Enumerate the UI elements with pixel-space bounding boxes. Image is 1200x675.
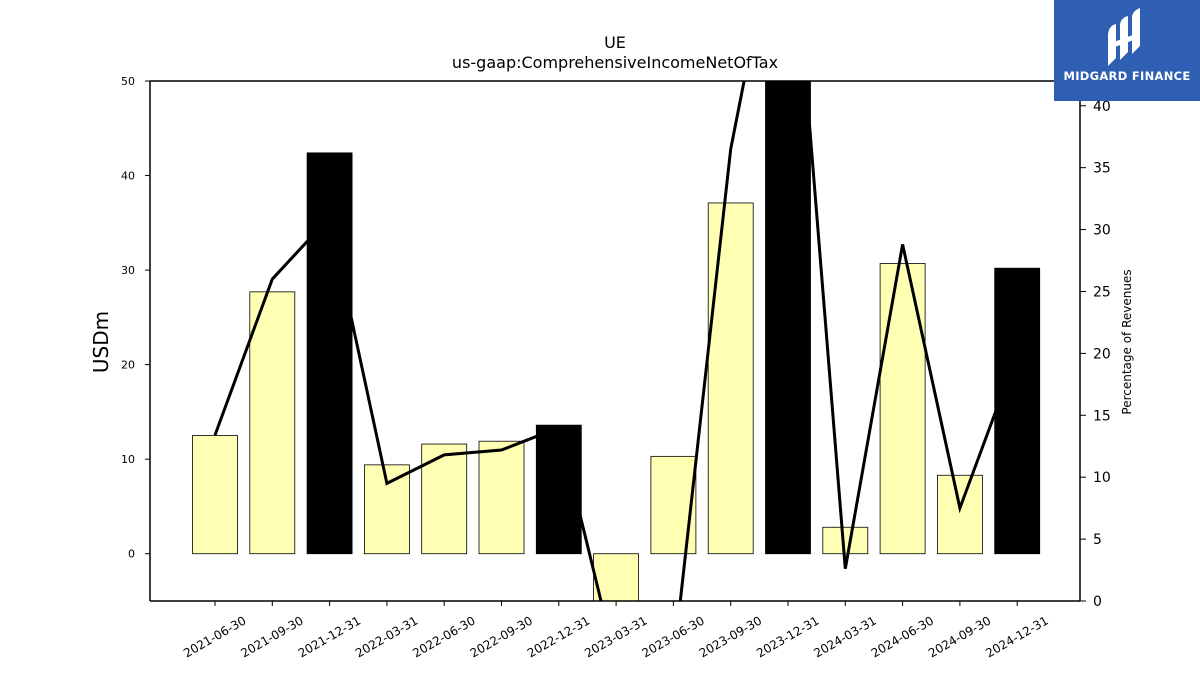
chart-subtitle: us-gaap:ComprehensiveIncomeNetOfTax bbox=[452, 53, 778, 72]
x-tick-label: 2022-12-31 bbox=[525, 613, 592, 660]
y-tick-label: 10 bbox=[121, 453, 135, 466]
y2-tick-label: 0 bbox=[1093, 594, 1102, 610]
line-series bbox=[213, 81, 1019, 601]
y2-tick-label: 10 bbox=[1093, 470, 1111, 486]
bar bbox=[593, 553, 639, 601]
x-tick-label: 2023-03-31 bbox=[582, 613, 649, 660]
bar bbox=[192, 435, 238, 555]
x-tick-label: 2024-12-31 bbox=[983, 613, 1050, 660]
line-path bbox=[213, 81, 1019, 601]
x-tick-label: 2022-09-30 bbox=[468, 613, 535, 660]
y-tick-label: 40 bbox=[121, 170, 135, 183]
y2-axis-ticks: 0 5 10 15 20 25 30 35 40 bbox=[1080, 99, 1111, 610]
bar bbox=[421, 443, 468, 555]
x-tick-label: 2021-12-31 bbox=[296, 613, 363, 660]
x-tick-label: 2024-06-30 bbox=[869, 613, 936, 660]
chart-title: UE bbox=[604, 33, 626, 52]
x-tick-label: 2023-09-30 bbox=[697, 613, 764, 660]
bar bbox=[879, 263, 926, 555]
x-tick-label: 2024-09-30 bbox=[926, 613, 993, 660]
x-tick-label: 2022-06-30 bbox=[410, 613, 477, 660]
y-axis-label: USDm bbox=[89, 311, 113, 373]
bar bbox=[994, 267, 1041, 555]
x-axis-ticks: 2021-06-302021-09-302021-12-312022-03-31… bbox=[181, 601, 1051, 660]
bar bbox=[478, 440, 525, 555]
y2-tick-label: 5 bbox=[1093, 532, 1102, 548]
bar bbox=[765, 81, 811, 555]
y2-tick-label: 35 bbox=[1093, 161, 1111, 177]
bar bbox=[650, 455, 697, 555]
bar bbox=[707, 202, 754, 555]
y-tick-label: 20 bbox=[121, 359, 135, 372]
midgard-finance-logo: MIDGARD FINANCE bbox=[1054, 0, 1200, 101]
bar bbox=[822, 526, 869, 555]
y-tick-label: 30 bbox=[121, 264, 135, 277]
x-tick-label: 2023-12-31 bbox=[754, 613, 821, 660]
y2-tick-label: 25 bbox=[1093, 284, 1111, 300]
y2-tick-label: 40 bbox=[1093, 99, 1111, 115]
bar-series bbox=[192, 81, 1041, 601]
y-axis-ticks: 0 10 20 30 40 50 bbox=[121, 75, 150, 561]
midgard-logo-icon bbox=[1108, 8, 1140, 66]
x-tick-label: 2021-09-30 bbox=[238, 613, 305, 660]
x-tick-label: 2023-06-30 bbox=[639, 613, 706, 660]
y2-axis-label: Percentage of Revenues bbox=[1120, 269, 1134, 414]
x-tick-label: 2024-03-31 bbox=[811, 613, 878, 660]
x-tick-label: 2022-03-31 bbox=[353, 613, 420, 660]
y2-tick-label: 20 bbox=[1093, 346, 1111, 362]
bar bbox=[306, 152, 353, 555]
y-tick-label: 50 bbox=[121, 75, 135, 88]
logo-text: MIDGARD FINANCE bbox=[1063, 69, 1191, 83]
x-tick-label: 2021-06-30 bbox=[181, 613, 248, 660]
bar bbox=[249, 291, 296, 555]
y-tick-label: 0 bbox=[128, 548, 135, 561]
y2-tick-label: 15 bbox=[1093, 408, 1111, 424]
bar bbox=[937, 474, 983, 555]
y2-tick-label: 30 bbox=[1093, 223, 1111, 239]
